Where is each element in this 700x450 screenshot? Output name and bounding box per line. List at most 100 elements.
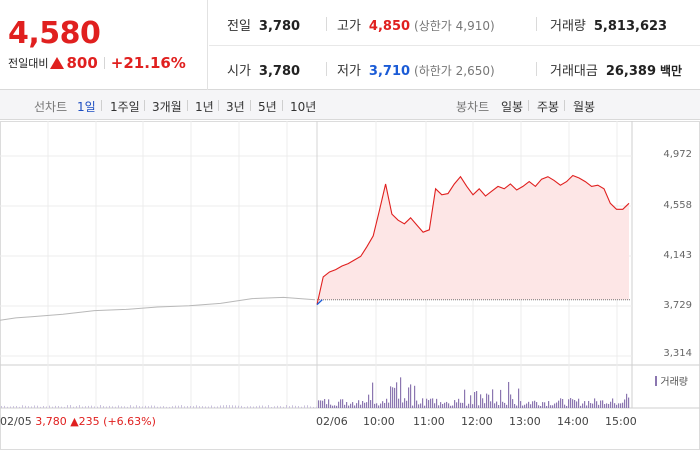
tab-1w[interactable]: 1주일 [110, 100, 140, 114]
x-tick-label: 15:00 [605, 415, 637, 428]
volume-bar [428, 400, 430, 408]
divider [218, 100, 219, 111]
volume-bar [502, 401, 504, 408]
volume-bar [4, 405, 5, 408]
volume-bar [169, 406, 170, 408]
volume-bar [115, 406, 116, 408]
volume-bar [372, 382, 374, 408]
volume-bar [301, 406, 302, 408]
volume-bar [522, 405, 524, 408]
volume-bar [554, 403, 556, 408]
divider [144, 100, 145, 111]
divider [564, 100, 565, 111]
volume-bar [109, 405, 110, 408]
volume-bar [562, 399, 564, 408]
volume-bar [91, 405, 92, 408]
volume-bar [622, 402, 624, 408]
volume-bar [163, 406, 164, 408]
volume-bar [37, 405, 38, 408]
volume-bar [136, 405, 137, 408]
volume-bar [604, 404, 606, 408]
chart-tabs: 선차트 1일 1주일 3개월 1년 3년 5년 10년 봉차트 일봉 주봉 월봉 [0, 90, 700, 120]
volume-bar [498, 405, 500, 408]
volume-bar [566, 405, 568, 408]
divider [103, 57, 105, 69]
volume-bar [79, 405, 80, 408]
divider [528, 100, 529, 111]
divider [101, 100, 102, 111]
volume-bar [618, 403, 620, 408]
volume-bar [560, 398, 562, 408]
volume-bar [626, 393, 628, 408]
volume-bar [124, 406, 125, 408]
volume-bar [348, 405, 350, 408]
volume-bar [157, 406, 158, 408]
volume-bar [250, 406, 251, 408]
volume-bar [400, 377, 402, 408]
volume-bar [265, 406, 266, 408]
volume-bar [247, 406, 248, 408]
volume-bar [520, 401, 522, 408]
volume-bar [295, 405, 296, 408]
stat-sub: (하한가 2,650) [414, 64, 495, 78]
volume-bar [139, 406, 140, 408]
volume-bar [556, 402, 558, 408]
volume-bar [232, 405, 233, 408]
tab-5y[interactable]: 5년 [258, 100, 277, 114]
volume-bar [588, 400, 590, 408]
x-tick-label: 14:00 [557, 415, 589, 428]
volume-bar [486, 393, 488, 408]
volume-bar [458, 398, 460, 408]
volume-bar [542, 402, 544, 408]
volume-bar [148, 406, 149, 408]
tab-1d[interactable]: 1일 [77, 100, 96, 114]
prev-change-pct: (+6.63%) [103, 415, 156, 428]
volume-bar [558, 400, 560, 408]
volume-bar [344, 404, 346, 408]
y-tick-label: 3,314 [663, 348, 692, 359]
volume-bar [354, 405, 356, 408]
stat-prev-close: 전일 3,780 [227, 15, 300, 34]
y-tick-label: 3,729 [663, 300, 692, 311]
tab-10y[interactable]: 10년 [290, 100, 317, 114]
volume-bar [326, 404, 328, 408]
tab-3y[interactable]: 3년 [226, 100, 245, 114]
tab-1y[interactable]: 1년 [195, 100, 214, 114]
stat-low: 저가 3,710 (하한가 2,650) [337, 60, 495, 79]
volume-bar [576, 401, 578, 408]
volume-bar [332, 405, 334, 408]
volume-bar [130, 405, 131, 408]
tab-weekly-candle[interactable]: 주봉 [537, 100, 560, 114]
volume-bar [142, 406, 143, 408]
stat-volume: 거래량 5,813,623 [550, 15, 667, 34]
change-row: 전일대비 800 +21.16% [8, 54, 186, 72]
tab-monthly-candle[interactable]: 월봉 [573, 100, 596, 114]
volume-bar [238, 405, 239, 408]
tab-3m[interactable]: 3개월 [152, 100, 182, 114]
x-tick-label: 10:00 [363, 415, 395, 428]
volume-bar [514, 404, 516, 408]
tab-daily-candle[interactable]: 일봉 [501, 100, 524, 114]
volume-bar [524, 404, 526, 408]
current-price: 4,580 [8, 16, 101, 51]
stat-high: 고가 4,850 (상한가 4,910) [337, 15, 495, 34]
volume-bar [374, 403, 376, 408]
volume-bar [76, 406, 77, 408]
volume-bar [289, 406, 290, 408]
volume-bar [320, 400, 322, 408]
volume-bar [7, 406, 8, 408]
volume-bar [274, 406, 275, 408]
volume-bar [460, 402, 462, 408]
volume-bar [214, 406, 215, 408]
volume-bar [205, 406, 206, 408]
volume-bar [100, 405, 101, 408]
volume-bar [534, 400, 536, 408]
stat-value: 3,780 [258, 19, 301, 34]
volume-bar [304, 405, 305, 408]
volume-bar [602, 400, 604, 408]
divider [326, 17, 327, 31]
volume-bar [404, 398, 406, 408]
volume-bar [94, 406, 95, 408]
volume-bar [73, 406, 74, 408]
quote-stats: 전일 3,780 고가 4,850 (상한가 4,910) 거래량 5,813,623 … [209, 0, 700, 90]
